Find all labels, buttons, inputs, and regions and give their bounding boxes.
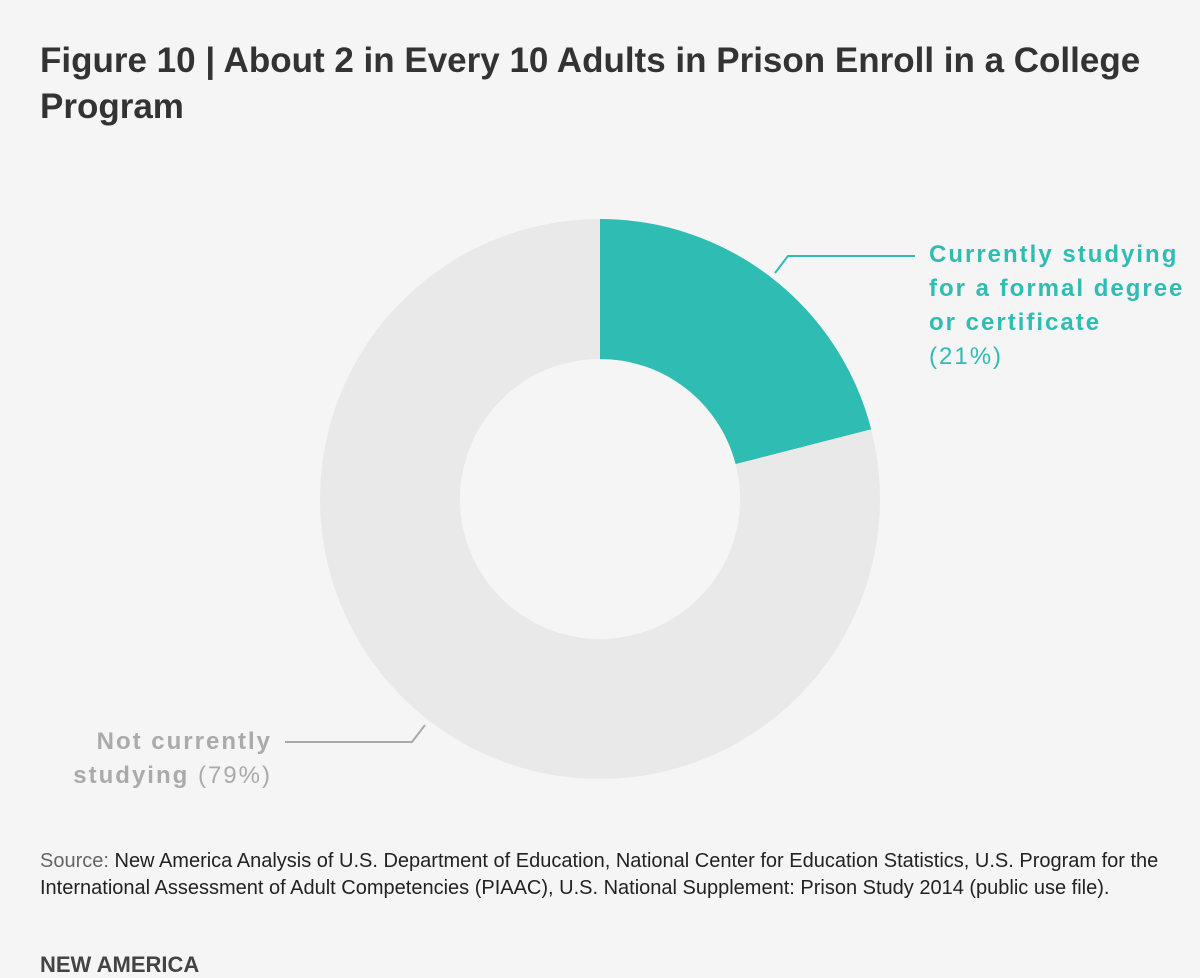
leader-line-not-studying — [285, 724, 426, 743]
slice-label-text: Currently studying for a formal degree o… — [929, 241, 1185, 336]
slice-label-studying: Currently studying for a formal degree o… — [929, 238, 1189, 374]
slice-percent: (79%) — [197, 762, 272, 789]
slice-percent: (21%) — [929, 343, 1004, 370]
brand-logo: NEW AMERICA — [40, 952, 200, 977]
source-note: Source: New America Analysis of U.S. Dep… — [40, 848, 1160, 902]
leader-line-studying — [774, 255, 915, 274]
slice-not-studying — [320, 219, 880, 779]
slice-label-not-studying: Not currently studying (79%) — [12, 725, 272, 793]
slice-label-text: Not currently studying — [73, 728, 272, 789]
chart-title: Figure 10 | About 2 in Every 10 Adults i… — [40, 41, 1141, 126]
source-text: New America Analysis of U.S. Department … — [40, 850, 1159, 899]
slice-currently-studying — [600, 219, 872, 465]
source-label: Source: — [40, 850, 109, 872]
